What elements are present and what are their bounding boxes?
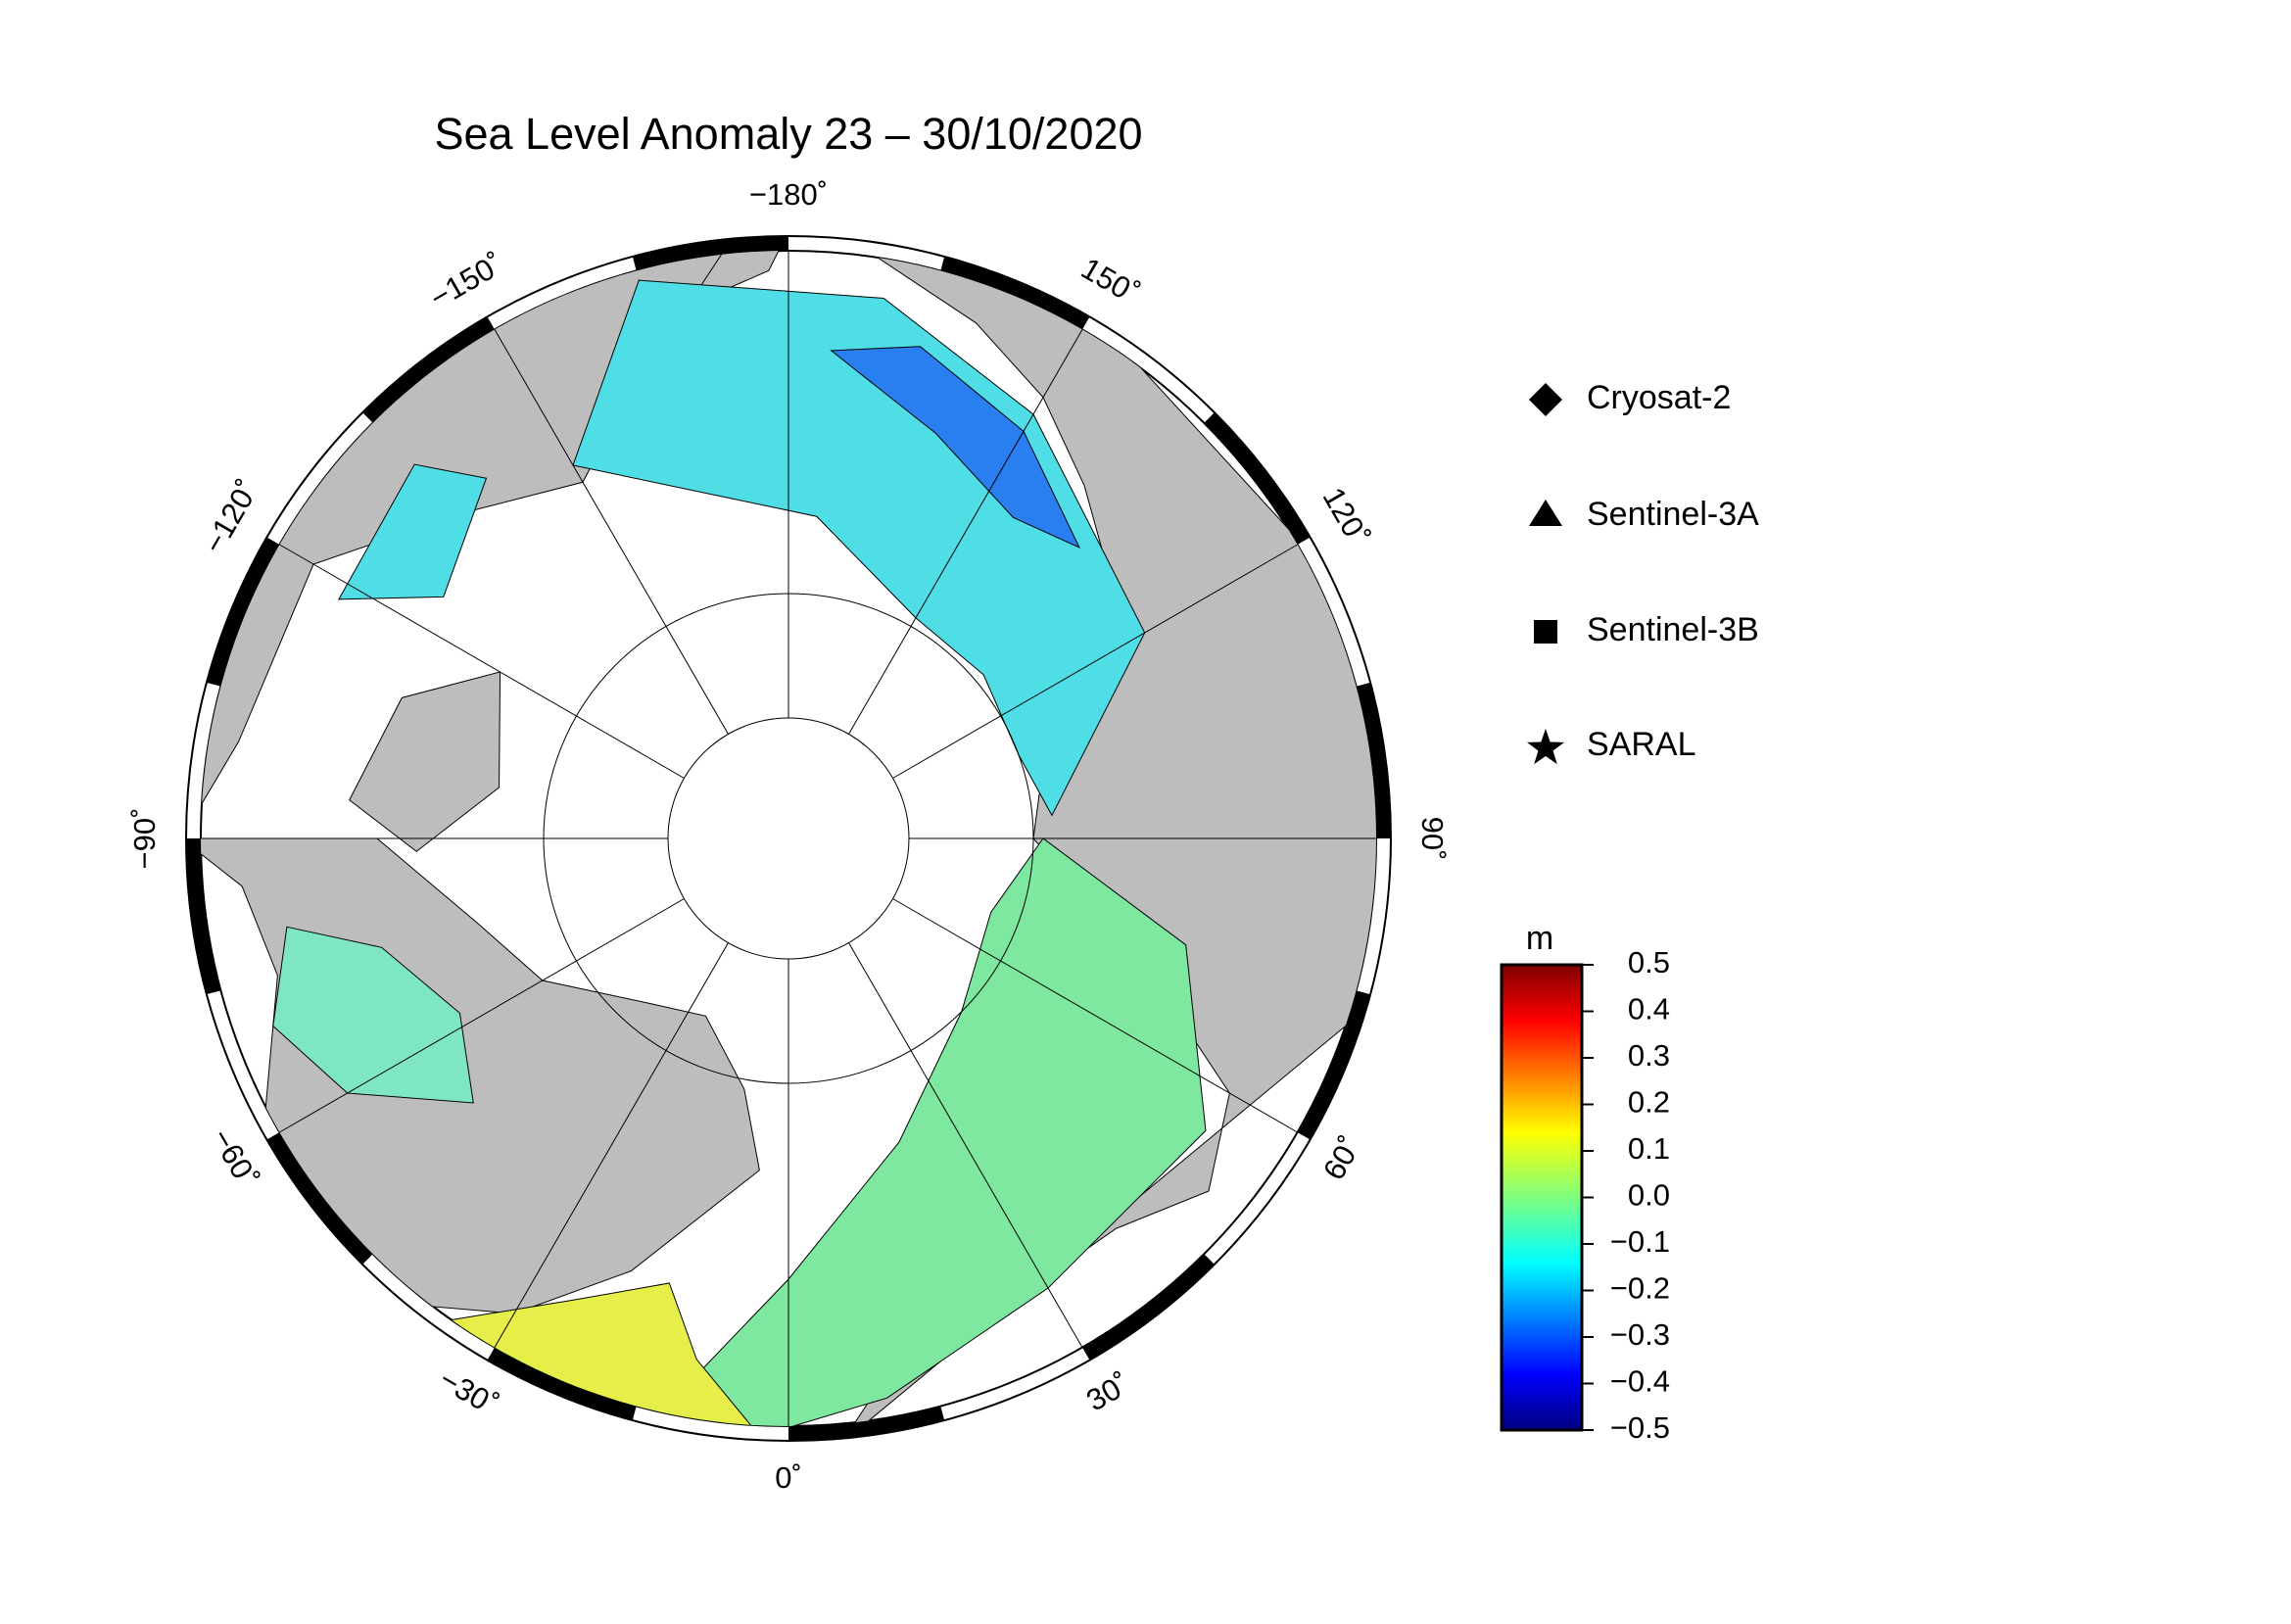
longitude-label: −90˚ <box>127 808 162 870</box>
polar-map <box>185 235 1392 1442</box>
longitude-label: 60˚ <box>1316 1130 1368 1185</box>
colorbar-tick-label: 0.4 <box>1628 992 1670 1027</box>
legend-symbol-diamond <box>1529 383 1562 416</box>
colorbar-tick-label: 0.0 <box>1628 1178 1670 1213</box>
longitude-label: −120˚ <box>197 474 265 559</box>
colorbar-unit: m <box>1526 920 1553 957</box>
land-and-sea <box>201 251 1376 1426</box>
legend-label: Sentinel-3B <box>1587 611 1759 648</box>
colorbar-tick-label: −0.3 <box>1610 1317 1670 1352</box>
legend-symbol-square <box>1534 620 1557 644</box>
legend-symbol-triangle <box>1529 500 1562 526</box>
frame-segment <box>186 837 221 995</box>
frame-segment <box>487 1347 637 1421</box>
frame-segment <box>940 256 1090 330</box>
land <box>349 671 501 852</box>
frame-segment <box>362 316 496 423</box>
longitude-label: −180˚ <box>749 177 828 212</box>
title: Sea Level Anomaly 23 – 30/10/2020 <box>434 109 1142 159</box>
frame-segment <box>1081 1254 1215 1361</box>
frame-segment <box>266 1131 373 1265</box>
colorbar-tick-label: −0.1 <box>1610 1224 1670 1259</box>
meridian <box>494 329 729 735</box>
anomaly-swath <box>338 463 488 600</box>
meridian <box>848 942 1083 1348</box>
legend-label: Cryosat-2 <box>1587 379 1731 416</box>
frame-segment <box>788 1406 945 1441</box>
longitude-label: 30˚ <box>1080 1366 1135 1418</box>
graticule <box>201 251 1376 1426</box>
meridian <box>279 544 685 779</box>
anomaly-swath <box>830 346 1081 549</box>
longitude-label: −150˚ <box>424 247 509 315</box>
frame-segment <box>1356 682 1391 839</box>
colorbar-tick-label: 0.2 <box>1628 1085 1670 1120</box>
legend-symbol-star <box>1526 729 1565 765</box>
colorbar-tick-label: −0.5 <box>1610 1410 1670 1445</box>
meridian <box>494 942 729 1348</box>
colorbar: m 0.5 0.4 0.3 0.2 0.1 0.0 −0.1 −0.2 −0.3 −0.4 −0.5 <box>1500 920 1670 1445</box>
colorbar-ramp <box>1500 963 1584 1432</box>
frame-segments <box>186 236 1391 1441</box>
frame-segment <box>1297 990 1371 1140</box>
frame-segment <box>206 537 280 687</box>
longitude-label: 120˚ <box>1316 482 1376 551</box>
meridian <box>892 898 1298 1133</box>
meridian <box>892 544 1298 779</box>
colorbar-tick-label: −0.4 <box>1610 1364 1670 1399</box>
frame-segment <box>1204 412 1311 546</box>
longitude-label: −60˚ <box>205 1122 265 1193</box>
colorbar-tick-label: −0.2 <box>1610 1271 1670 1306</box>
colorbar-tick-label: 0.5 <box>1628 945 1670 979</box>
meridian <box>279 898 685 1133</box>
frame-segment <box>632 236 789 271</box>
legend: Cryosat-2 Sentinel-3A Sentinel-3B SARAL <box>1526 379 1759 765</box>
longitude-label: 90˚ <box>1415 817 1450 861</box>
longitude-label: 0˚ <box>775 1460 802 1495</box>
legend-label: Sentinel-3A <box>1587 496 1759 533</box>
longitude-label: 150˚ <box>1075 251 1145 310</box>
longitude-label: −30˚ <box>434 1361 504 1422</box>
colorbar-tick-label: 0.3 <box>1628 1038 1670 1073</box>
meridian <box>848 329 1083 735</box>
legend-label: SARAL <box>1587 726 1696 763</box>
colorbar-tick-label: 0.1 <box>1628 1131 1670 1166</box>
